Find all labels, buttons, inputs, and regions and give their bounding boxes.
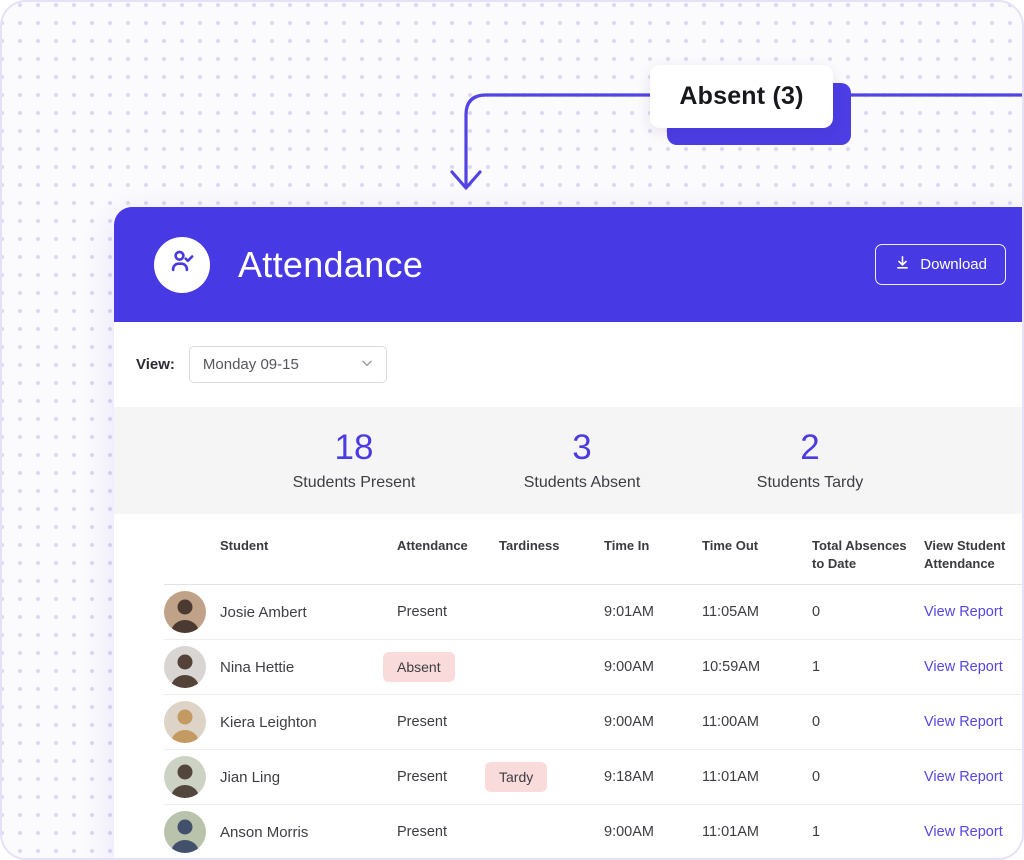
table-body: Josie Ambert Present 9:01AM 11:05AM 0 Vi… — [164, 585, 1022, 858]
student-name: Anson Morris — [220, 823, 309, 841]
avatar — [164, 646, 206, 689]
time-in-cell: 9:00AM — [604, 714, 654, 731]
download-button[interactable]: Download — [875, 244, 1006, 285]
absences-cell: 0 — [812, 769, 821, 786]
attendance-cell: Present — [397, 604, 447, 621]
student-name: Jian Ling — [220, 768, 281, 786]
stat-present-label: Students Present — [292, 474, 416, 492]
stat-tardy-value: 2 — [800, 427, 820, 467]
view-row: View: Monday 09-15 — [114, 322, 1022, 407]
view-report-link[interactable]: View Report — [924, 604, 1003, 621]
stats-band: 18 Students Present 3 Students Absent 2 … — [114, 407, 1022, 514]
avatar — [164, 756, 206, 799]
attendance-icon-circle — [154, 236, 210, 293]
time-out-cell: 10:59AM — [702, 659, 761, 676]
attendance-card: Attendance Download View: Monday 09-15 — [114, 207, 1022, 858]
stat-absent: 3 Students Absent — [468, 427, 696, 493]
time-out-cell: 11:00AM — [702, 714, 759, 731]
table-row: Kiera Leighton Present 9:00AM 11:00AM 0 … — [164, 695, 1022, 751]
stat-absent-value: 3 — [572, 427, 592, 467]
stat-present-value: 18 — [334, 427, 374, 467]
attendance-cell: Absent — [383, 652, 499, 683]
attendance-cell: Present — [397, 769, 447, 786]
download-icon — [894, 254, 911, 275]
absent-callout-label: Absent (3) — [679, 82, 804, 110]
col-time-in: Time In — [604, 538, 650, 553]
student-cell: Jian Ling — [164, 756, 397, 799]
stat-present: 18 Students Present — [240, 427, 468, 493]
time-in-cell: 9:01AM — [604, 604, 654, 621]
avatar — [164, 701, 206, 744]
absences-cell: 0 — [812, 604, 821, 621]
absences-cell: 1 — [812, 659, 821, 676]
col-student: Student — [220, 538, 269, 553]
time-in-cell: 9:18AM — [604, 769, 654, 786]
student-name: Kiera Leighton — [220, 713, 317, 731]
chevron-down-icon — [360, 356, 374, 374]
view-report-link[interactable]: View Report — [924, 659, 1003, 676]
absences-cell: 1 — [812, 824, 821, 841]
col-total-absences: Total Absences to Date — [812, 538, 907, 571]
avatar — [164, 591, 206, 634]
student-cell: Nina Hettie — [164, 646, 397, 689]
time-in-cell: 9:00AM — [604, 824, 654, 841]
time-out-cell: 11:01AM — [702, 769, 759, 786]
view-dropdown-value: Monday 09-15 — [202, 356, 299, 373]
col-attendance: Attendance — [397, 538, 468, 553]
time-in-cell: 9:00AM — [604, 659, 654, 676]
student-cell: Kiera Leighton — [164, 701, 397, 744]
table-row: Jian Ling Present Tardy 9:18AM 11:01AM 0… — [164, 750, 1022, 806]
table-header: Student Attendance Tardiness Time In Tim… — [164, 514, 1022, 586]
time-out-cell: 11:01AM — [702, 824, 759, 841]
card-header: Attendance Download — [114, 207, 1022, 322]
attendance-table: Student Attendance Tardiness Time In Tim… — [164, 514, 1022, 858]
avatar — [164, 811, 206, 854]
user-check-icon — [167, 247, 197, 282]
view-label: View: — [136, 356, 175, 373]
col-tardiness: Tardiness — [499, 538, 560, 553]
table-row: Josie Ambert Present 9:01AM 11:05AM 0 Vi… — [164, 585, 1022, 641]
stat-tardy: 2 Students Tardy — [696, 427, 924, 493]
download-label: Download — [920, 256, 987, 273]
student-cell: Josie Ambert — [164, 591, 397, 634]
page-title: Attendance — [238, 243, 424, 285]
student-name: Josie Ambert — [220, 603, 307, 621]
time-out-cell: 11:05AM — [702, 604, 759, 621]
view-report-link[interactable]: View Report — [924, 769, 1003, 786]
student-name: Nina Hettie — [220, 658, 295, 676]
attendance-cell: Present — [397, 714, 447, 731]
table-row: Nina Hettie Absent 9:00AM 10:59AM 1 View… — [164, 640, 1022, 696]
tardiness-cell: Tardy — [485, 762, 604, 793]
absences-cell: 0 — [812, 714, 821, 731]
absent-callout: Absent (3) — [650, 65, 833, 128]
student-cell: Anson Morris — [164, 811, 397, 854]
stat-absent-label: Students Absent — [523, 474, 641, 492]
attendance-cell: Present — [397, 824, 447, 841]
table-row: Anson Morris Present 9:00AM 11:01AM 1 Vi… — [164, 805, 1022, 858]
view-dropdown[interactable]: Monday 09-15 — [188, 346, 387, 383]
stat-tardy-label: Students Tardy — [756, 474, 864, 492]
col-view-attendance: View Student Attendance — [924, 538, 1006, 571]
view-report-link[interactable]: View Report — [924, 824, 1003, 841]
view-report-link[interactable]: View Report — [924, 714, 1003, 731]
col-time-out: Time Out — [702, 538, 759, 553]
